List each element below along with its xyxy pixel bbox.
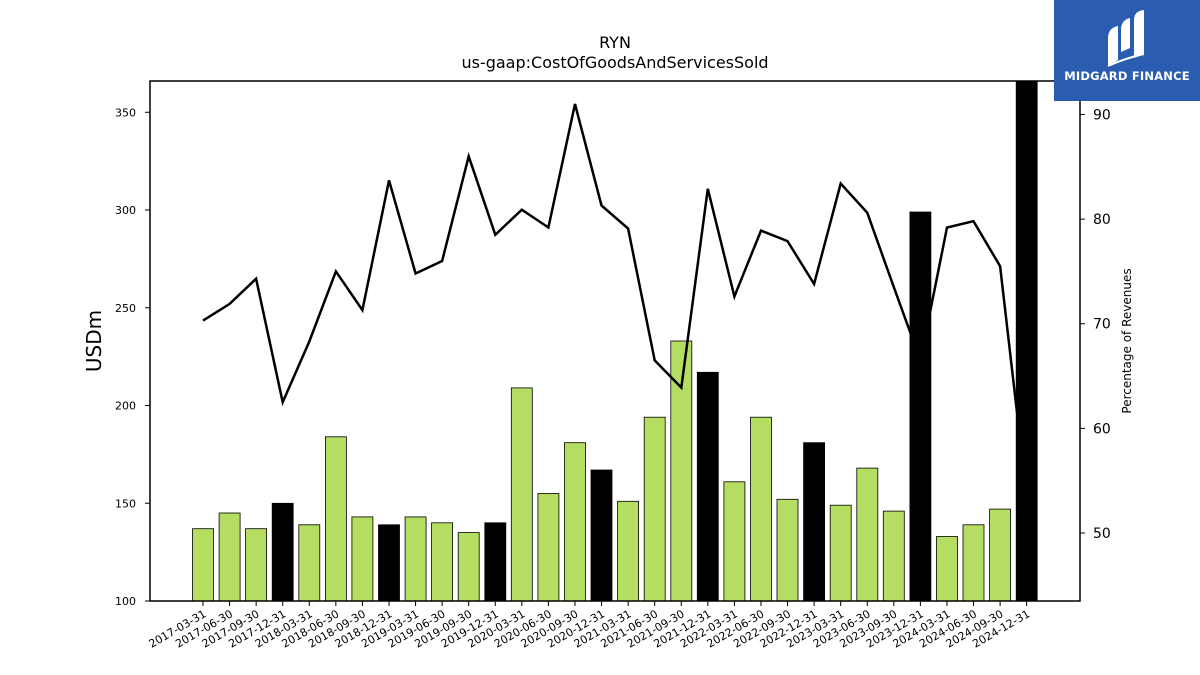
bar (962, 524, 985, 602)
y2-tick-label: 90 (1093, 107, 1111, 123)
chart-subtitle: us-gaap:CostOfGoodsAndServicesSold (461, 53, 768, 72)
bar (510, 387, 533, 602)
bar (298, 524, 321, 602)
y-axis-ticks: 100 150 200 250 300 350 (115, 106, 150, 608)
y2-axis-label: Percentage of Revenues (1120, 268, 1134, 413)
bar (909, 211, 932, 602)
bar (324, 436, 347, 602)
bar (404, 516, 427, 602)
bar (457, 532, 480, 602)
percentage-line (202, 103, 1028, 497)
bar (723, 481, 746, 602)
y-tick-label: 250 (115, 302, 136, 315)
chart-title: RYN (599, 33, 631, 52)
y-tick-label: 200 (115, 400, 136, 413)
bar (829, 504, 852, 602)
x-axis-ticks: 2017-03-312017-06-302017-09-302017-12-31… (147, 601, 1032, 651)
y-tick-label: 300 (115, 204, 136, 217)
y-tick-label: 350 (115, 106, 136, 119)
bar (1015, 80, 1038, 602)
bar (617, 500, 639, 602)
brand-name: MIDGARD FINANCE (1064, 69, 1190, 83)
bar (989, 508, 1011, 602)
plot-frame (149, 80, 1081, 602)
bar (351, 516, 374, 602)
bar (776, 498, 799, 602)
brand-logo: MIDGARD FINANCE (1054, 0, 1200, 101)
bar (882, 510, 905, 602)
midgard-logo-icon (1107, 10, 1145, 67)
y-axis-label: USDm (82, 310, 106, 372)
bar (192, 528, 214, 602)
bar (696, 371, 719, 602)
bar (590, 469, 613, 602)
bar (856, 467, 879, 602)
bar (245, 528, 268, 602)
y-tick-label: 150 (115, 497, 136, 510)
bar (750, 416, 772, 602)
bar (431, 522, 454, 602)
bar (378, 524, 400, 602)
bar (271, 502, 294, 602)
bar (803, 442, 825, 602)
bar (484, 522, 507, 602)
bar-series (192, 80, 1038, 602)
y2-tick-label: 50 (1093, 526, 1111, 542)
y2-tick-label: 80 (1093, 212, 1111, 228)
bar (564, 442, 586, 602)
y-tick-label: 100 (115, 595, 136, 608)
percentage-line-series (202, 103, 1028, 497)
bar (643, 416, 666, 602)
bar (218, 512, 241, 602)
y2-tick-label: 60 (1093, 421, 1111, 437)
y2-tick-label: 70 (1093, 317, 1111, 333)
bar (537, 493, 560, 602)
bar (936, 536, 958, 602)
y2-axis-ticks: 50 60 70 80 90 (1080, 107, 1111, 542)
